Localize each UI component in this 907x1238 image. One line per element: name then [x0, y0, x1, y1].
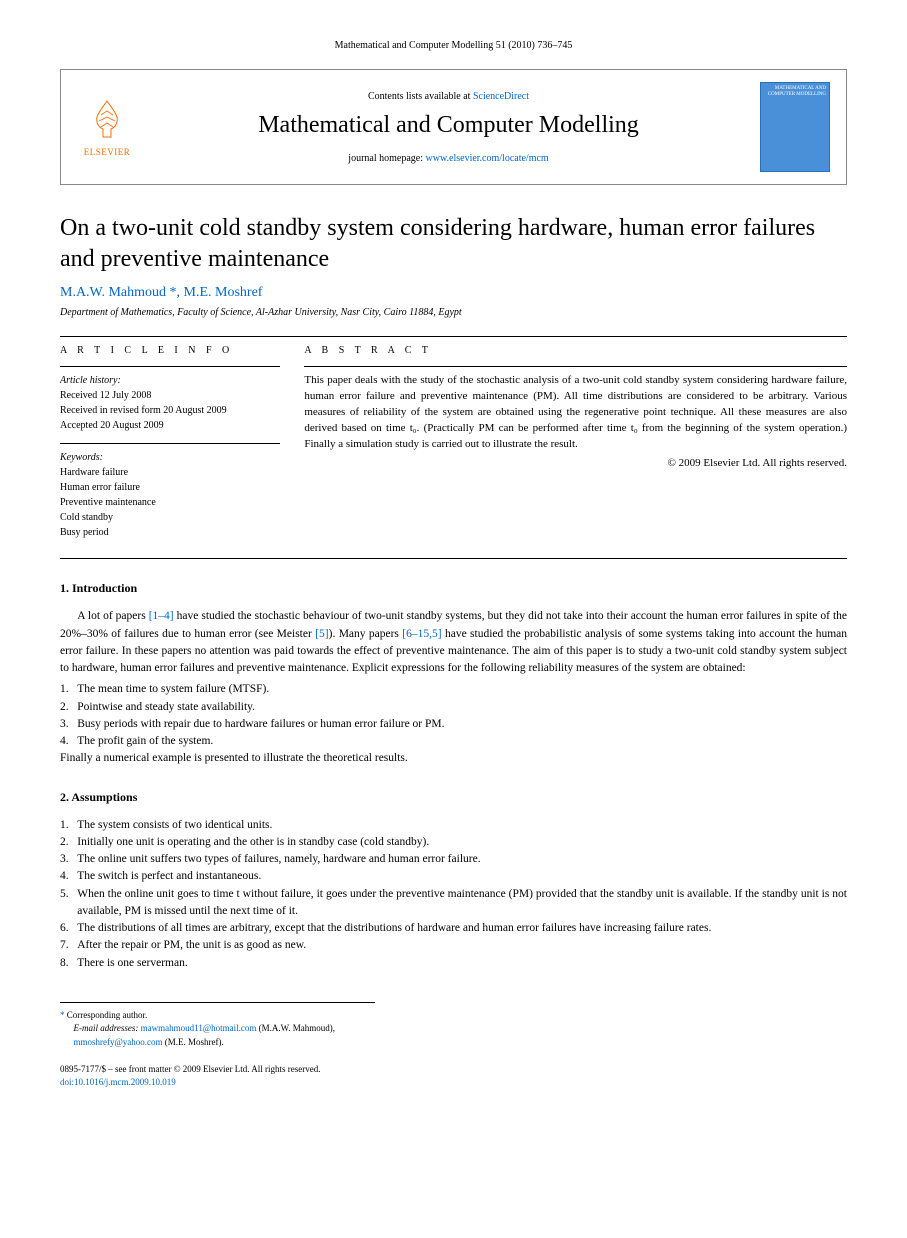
journal-header: ELSEVIER Contents lists available at Sci…	[60, 69, 847, 185]
journal-homepage: journal homepage: www.elsevier.com/locat…	[153, 153, 744, 164]
article-info-label: A R T I C L E I N F O	[60, 345, 280, 356]
list-item: The profit gain of the system.	[60, 733, 847, 750]
email-label: E-mail addresses:	[74, 1023, 139, 1033]
email-name: (M.A.W. Mahmoud),	[256, 1023, 335, 1033]
list-item: After the repair or PM, the unit is as g…	[60, 937, 847, 954]
doi-line: doi:10.1016/j.mcm.2009.10.019	[60, 1076, 847, 1089]
contents-prefix: Contents lists available at	[368, 91, 473, 102]
keyword: Human error failure	[60, 480, 280, 495]
keywords-heading: Keywords:	[60, 450, 280, 465]
list-item: The system consists of two identical uni…	[60, 817, 847, 834]
list-item: Busy periods with repair due to hardware…	[60, 716, 847, 733]
email-name: (M.E. Moshref).	[163, 1037, 224, 1047]
list-item: When the online unit goes to time t with…	[60, 886, 847, 921]
info-abstract-row: A R T I C L E I N F O Article history: R…	[60, 345, 847, 550]
sciencedirect-link[interactable]: ScienceDirect	[473, 91, 529, 102]
list-item: Initially one unit is operating and the …	[60, 834, 847, 851]
footnotes: * Corresponding author. E-mail addresses…	[60, 1002, 375, 1050]
introduction-title: 1. Introduction	[60, 581, 847, 596]
asterisk-icon: *	[60, 1010, 67, 1020]
keywords-block: Keywords: Hardware failure Human error f…	[60, 443, 280, 540]
homepage-link[interactable]: www.elsevier.com/locate/mcm	[426, 153, 549, 164]
list-item: The distributions of all times are arbit…	[60, 920, 847, 937]
contents-available: Contents lists available at ScienceDirec…	[153, 91, 744, 102]
email-link[interactable]: mmoshrefy@yahoo.com	[74, 1037, 163, 1047]
article-title: On a two-unit cold standby system consid…	[60, 213, 847, 275]
article-history: Article history: Received 12 July 2008 R…	[60, 366, 280, 433]
corr-text: Corresponding author.	[67, 1010, 148, 1020]
divider	[60, 558, 847, 559]
list-item: The switch is perfect and instantaneous.	[60, 868, 847, 885]
text: ). Many papers	[329, 628, 403, 640]
history-item: Received in revised form 20 August 2009	[60, 403, 280, 418]
elsevier-text: ELSEVIER	[84, 147, 131, 157]
abstract-label: A B S T R A C T	[304, 345, 847, 356]
ref-link[interactable]: [1–4]	[149, 610, 174, 622]
text: A lot of papers	[77, 610, 148, 622]
ref-link[interactable]: [6–15,5]	[402, 628, 441, 640]
email-link[interactable]: mawmahmoud11@hotmail.com	[141, 1023, 257, 1033]
introduction-section: 1. Introduction A lot of papers [1–4] ha…	[60, 581, 847, 767]
article-info-column: A R T I C L E I N F O Article history: R…	[60, 345, 280, 550]
journal-cover-thumbnail: MATHEMATICAL AND COMPUTER MODELLING	[760, 82, 830, 172]
doi-label: doi:	[60, 1077, 74, 1087]
keyword: Cold standby	[60, 510, 280, 525]
corresponding-author: * Corresponding author.	[60, 1009, 375, 1023]
elsevier-logo: ELSEVIER	[77, 92, 137, 162]
abstract-text: This paper deals with the study of the s…	[304, 373, 847, 453]
history-item: Accepted 20 August 2009	[60, 418, 280, 433]
intro-paragraph: A lot of papers [1–4] have studied the s…	[60, 608, 847, 677]
assumptions-list: The system consists of two identical uni…	[60, 817, 847, 972]
list-item: Pointwise and steady state availability.	[60, 699, 847, 716]
history-heading: Article history:	[60, 373, 280, 388]
abstract-copyright: © 2009 Elsevier Ltd. All rights reserved…	[304, 455, 847, 472]
cover-title: MATHEMATICAL AND COMPUTER MODELLING	[761, 83, 829, 100]
journal-name: Mathematical and Computer Modelling	[153, 112, 744, 139]
assumptions-title: 2. Assumptions	[60, 790, 847, 805]
email-line: E-mail addresses: mawmahmoud11@hotmail.c…	[60, 1022, 375, 1049]
header-center: Contents lists available at ScienceDirec…	[153, 91, 744, 164]
divider	[60, 336, 847, 337]
history-item: Received 12 July 2008	[60, 388, 280, 403]
ref-link[interactable]: [5]	[315, 628, 328, 640]
keyword: Busy period	[60, 525, 280, 540]
elsevier-tree-icon	[83, 97, 131, 145]
list-item: There is one serverman.	[60, 955, 847, 972]
list-item: The online unit suffers two types of fai…	[60, 851, 847, 868]
doi-link[interactable]: 10.1016/j.mcm.2009.10.019	[74, 1077, 176, 1087]
intro-closing: Finally a numerical example is presented…	[60, 750, 847, 767]
abstract-column: A B S T R A C T This paper deals with th…	[304, 345, 847, 550]
homepage-prefix: journal homepage:	[348, 153, 425, 164]
footer: 0895-7177/$ – see front matter © 2009 El…	[60, 1063, 847, 1088]
citation-line: Mathematical and Computer Modelling 51 (…	[60, 40, 847, 51]
list-item: The mean time to system failure (MTSF).	[60, 681, 847, 698]
assumptions-section: 2. Assumptions The system consists of tw…	[60, 790, 847, 972]
keyword: Preventive maintenance	[60, 495, 280, 510]
keyword: Hardware failure	[60, 465, 280, 480]
authors: M.A.W. Mahmoud *, M.E. Moshref	[60, 285, 847, 301]
affiliation: Department of Mathematics, Faculty of Sc…	[60, 307, 847, 318]
issn-line: 0895-7177/$ – see front matter © 2009 El…	[60, 1063, 847, 1076]
intro-list: The mean time to system failure (MTSF). …	[60, 681, 847, 750]
